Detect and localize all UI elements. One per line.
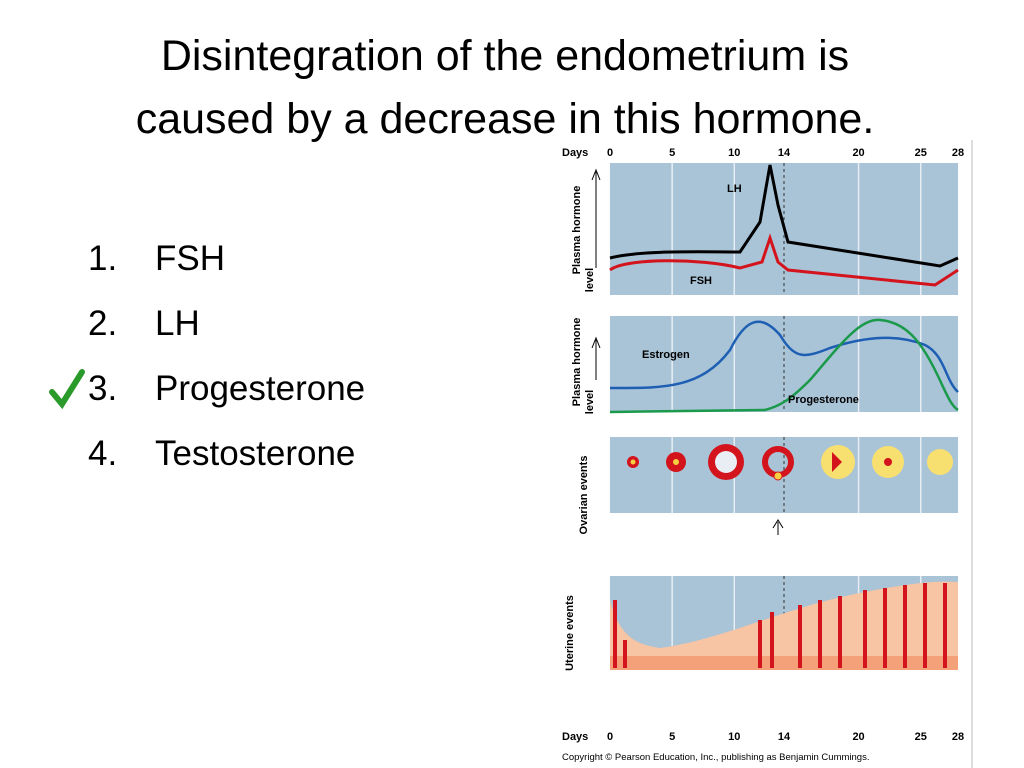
item-number: 2. [88, 304, 117, 343]
fsh-curve [609, 233, 959, 287]
panel-label: level [584, 268, 596, 292]
copyright: Copyright © Pearson Education, Inc., pub… [562, 752, 869, 763]
curve-label: FSH [690, 275, 712, 287]
panel-label: Uterine events [564, 595, 576, 671]
panel-label: Ovarian events [578, 456, 590, 535]
day-tick-label: 0 [607, 147, 613, 159]
item-text: FSH [155, 239, 225, 278]
curve-label: LH [727, 183, 742, 195]
lh-curve [609, 164, 959, 268]
item-number: 1. [88, 239, 117, 278]
day-tick-label: 0 [607, 731, 613, 743]
item-text: LH [155, 304, 200, 343]
estrogen-curve [609, 320, 959, 393]
day-tick-label: 5 [669, 731, 675, 743]
item-text: Progesterone [155, 369, 365, 408]
panel-label: Plasma hormone [571, 186, 583, 275]
day-tick-label: 10 [728, 731, 740, 743]
panel-label: level [584, 390, 596, 414]
day-tick-label: 25 [915, 731, 927, 743]
day-tick-label: 25 [915, 147, 927, 159]
item-number: 3. [88, 369, 117, 408]
day-tick-label: 14 [778, 731, 791, 743]
day-tick-label: 14 [778, 147, 791, 159]
day-label: Days [562, 147, 588, 159]
title-line: Disintegration of the endometrium is [161, 32, 849, 80]
arrow [591, 168, 601, 268]
panel-label: Plasma hormone [571, 318, 583, 407]
figure: LH FSH Estrogen Progesterone Plasma horm… [562, 140, 973, 768]
item-number: 4. [88, 434, 117, 473]
day-tick-label: 5 [669, 147, 675, 159]
uterine-events [610, 581, 958, 670]
progesterone-curve [609, 318, 959, 414]
day-tick-label: 20 [852, 731, 864, 743]
day-tick-label: 28 [952, 731, 964, 743]
day-tick-label: 10 [728, 147, 740, 159]
ovarian-events [627, 444, 953, 535]
item-text: Testosterone [155, 434, 355, 473]
day-tick-label: 20 [852, 147, 864, 159]
day-label: Days [562, 731, 588, 743]
title-line: caused by a decrease in this hormone. [136, 95, 875, 143]
curve-label: Estrogen [642, 349, 690, 361]
answer-list: 1. FSH 2. LH 3. Progesterone 4. Testosterone [49, 239, 365, 473]
curve-label: Progesterone [788, 394, 859, 406]
day-tick-label: 28 [952, 147, 964, 159]
checkmark [49, 369, 85, 410]
arrow [591, 336, 601, 380]
